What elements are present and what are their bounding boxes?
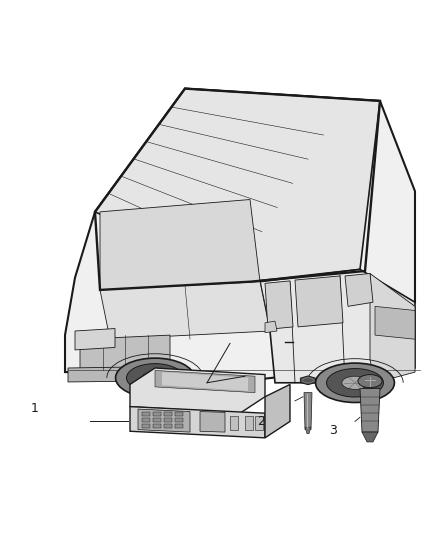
Text: 1: 1 (31, 402, 39, 415)
Ellipse shape (316, 363, 395, 402)
Polygon shape (175, 424, 183, 428)
Polygon shape (100, 282, 270, 339)
Polygon shape (153, 418, 161, 422)
Ellipse shape (358, 375, 382, 387)
Polygon shape (295, 276, 343, 327)
Polygon shape (245, 416, 253, 430)
Polygon shape (164, 424, 172, 428)
Ellipse shape (142, 372, 168, 384)
Polygon shape (265, 281, 293, 329)
Ellipse shape (127, 364, 184, 392)
Polygon shape (230, 416, 238, 430)
Polygon shape (80, 335, 170, 369)
Polygon shape (265, 384, 290, 438)
Polygon shape (130, 368, 265, 413)
Polygon shape (162, 372, 248, 391)
Polygon shape (68, 366, 200, 382)
Polygon shape (375, 306, 415, 339)
Ellipse shape (116, 358, 194, 398)
Polygon shape (175, 418, 183, 422)
Polygon shape (95, 88, 380, 282)
Polygon shape (360, 389, 380, 432)
Polygon shape (300, 376, 316, 385)
Polygon shape (175, 413, 183, 416)
Polygon shape (164, 418, 172, 422)
Polygon shape (130, 407, 265, 438)
Text: 3: 3 (329, 424, 337, 437)
Polygon shape (345, 273, 373, 306)
Polygon shape (255, 416, 263, 430)
Polygon shape (265, 321, 277, 333)
Polygon shape (304, 393, 312, 430)
Polygon shape (65, 88, 415, 381)
Polygon shape (370, 273, 415, 383)
Polygon shape (305, 427, 311, 434)
Polygon shape (142, 424, 150, 428)
Text: 2: 2 (257, 416, 265, 429)
Polygon shape (153, 424, 161, 428)
Ellipse shape (342, 376, 368, 389)
Polygon shape (200, 411, 225, 432)
Polygon shape (100, 199, 260, 290)
Polygon shape (260, 269, 415, 383)
Polygon shape (138, 409, 190, 432)
Polygon shape (362, 432, 378, 442)
Polygon shape (142, 413, 150, 416)
Ellipse shape (327, 368, 384, 397)
Polygon shape (142, 418, 150, 422)
Polygon shape (164, 413, 172, 416)
Polygon shape (153, 413, 161, 416)
Polygon shape (75, 328, 115, 350)
Polygon shape (155, 370, 255, 393)
